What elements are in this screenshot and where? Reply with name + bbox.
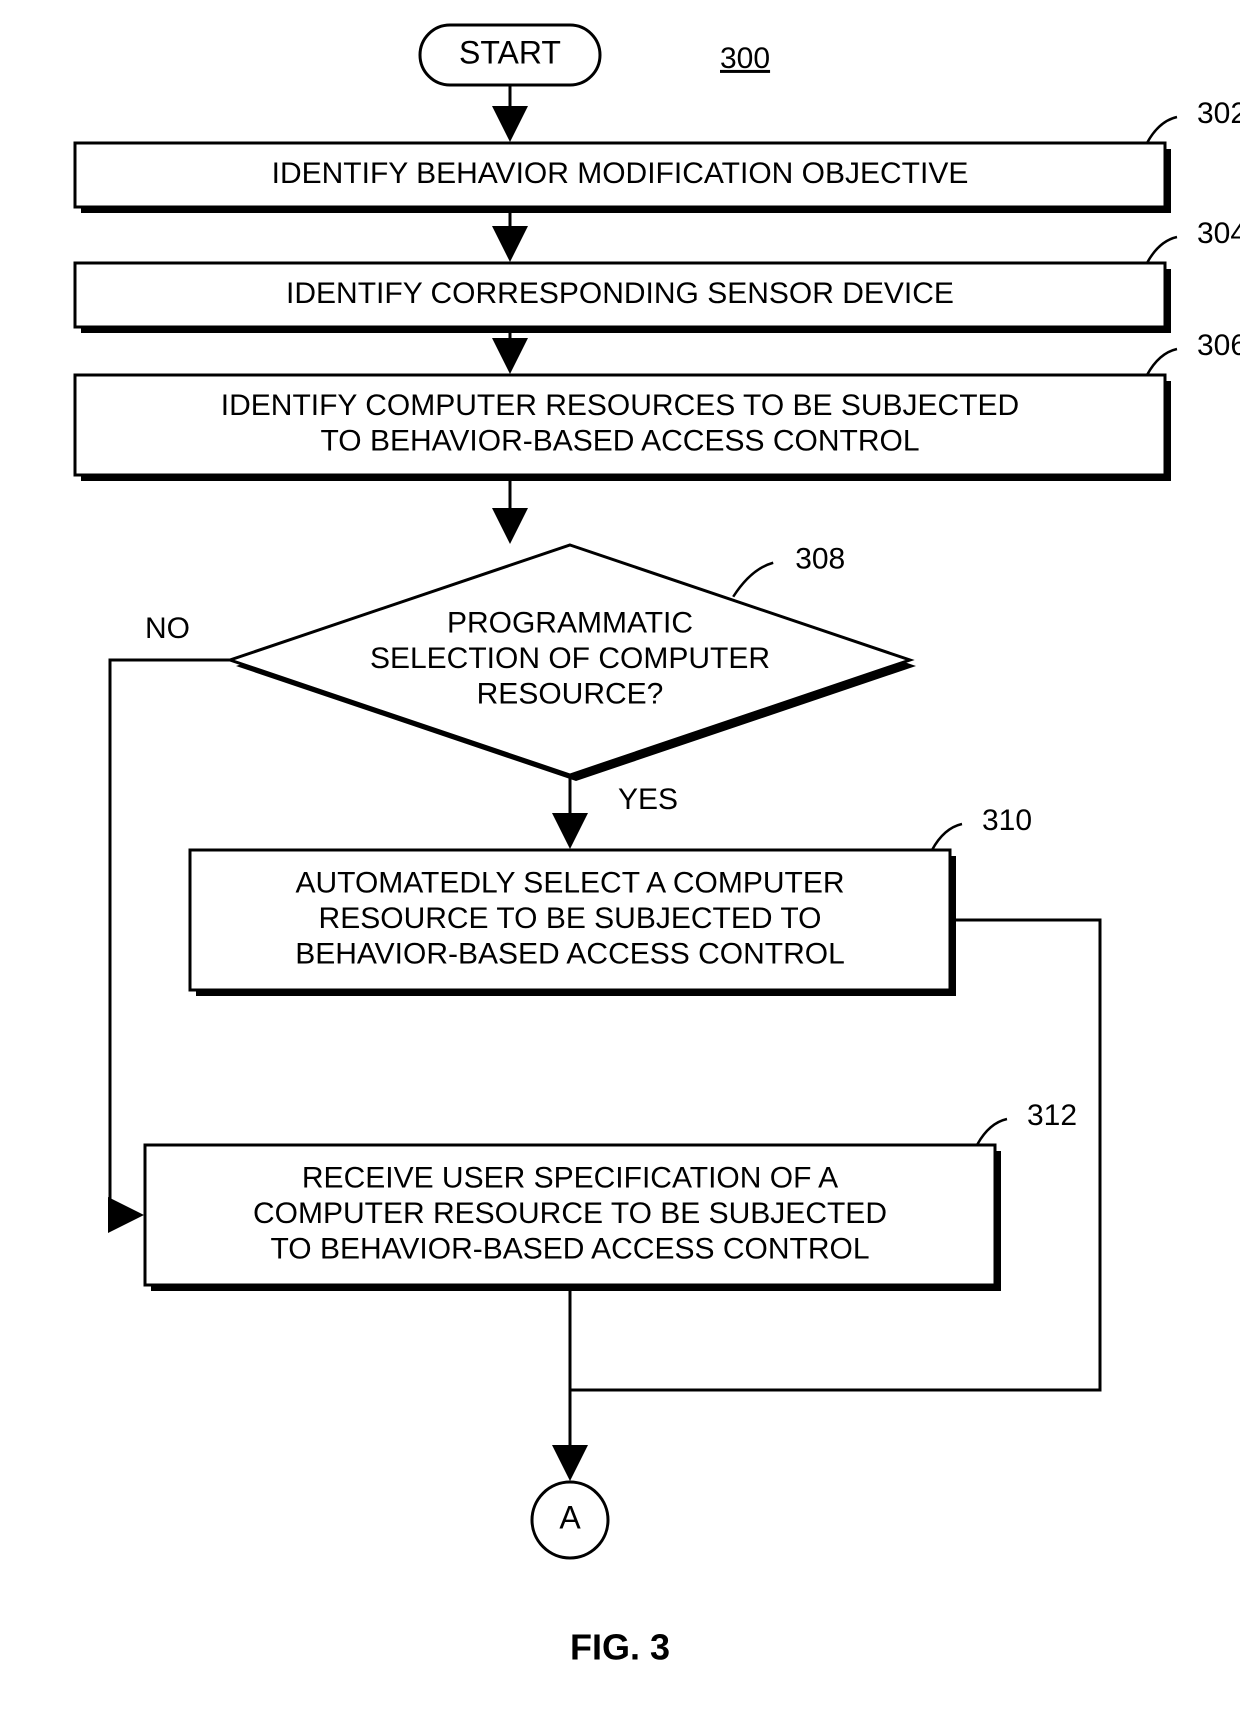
svg-text:COMPUTER RESOURCE TO BE SUBJEC: COMPUTER RESOURCE TO BE SUBJECTED — [253, 1197, 887, 1230]
svg-text:START: START — [459, 34, 561, 70]
svg-text:BEHAVIOR-BASED ACCESS CONTROL: BEHAVIOR-BASED ACCESS CONTROL — [295, 937, 845, 970]
svg-text:312: 312 — [1027, 1099, 1077, 1132]
svg-text:TO BEHAVIOR-BASED ACCESS CONTR: TO BEHAVIOR-BASED ACCESS CONTROL — [320, 425, 919, 458]
svg-text:IDENTIFY BEHAVIOR MODIFICATION: IDENTIFY BEHAVIOR MODIFICATION OBJECTIVE — [272, 157, 969, 190]
svg-text:TO BEHAVIOR-BASED ACCESS CONTR: TO BEHAVIOR-BASED ACCESS CONTROL — [270, 1232, 869, 1265]
svg-text:FIG. 3: FIG. 3 — [570, 1627, 670, 1668]
svg-text:A: A — [559, 1499, 581, 1535]
flowchart-diagram: START IDENTIFY BEHAVIOR MODIFICATION OBJE… — [0, 0, 1240, 1710]
svg-text:310: 310 — [982, 804, 1032, 837]
svg-text:RESOURCE?: RESOURCE? — [477, 677, 664, 710]
svg-text:306: 306 — [1197, 329, 1240, 362]
svg-text:NO: NO — [145, 612, 190, 645]
svg-text:RESOURCE TO BE SUBJECTED TO: RESOURCE TO BE SUBJECTED TO — [319, 902, 822, 935]
svg-text:302: 302 — [1197, 97, 1240, 130]
svg-text:300: 300 — [720, 42, 770, 75]
svg-text:AUTOMATEDLY SELECT A COMPUTER: AUTOMATEDLY SELECT A COMPUTER — [295, 867, 844, 900]
svg-text:YES: YES — [618, 783, 678, 816]
svg-text:PROGRAMMATIC: PROGRAMMATIC — [447, 607, 693, 640]
svg-text:304: 304 — [1197, 217, 1240, 250]
svg-text:IDENTIFY CORRESPONDING SENSOR: IDENTIFY CORRESPONDING SENSOR DEVICE — [286, 277, 954, 310]
svg-text:SELECTION OF COMPUTER: SELECTION OF COMPUTER — [370, 642, 770, 675]
svg-text:308: 308 — [795, 543, 845, 576]
svg-text:IDENTIFY COMPUTER RESOURCES TO: IDENTIFY COMPUTER RESOURCES TO BE SUBJEC… — [221, 389, 1019, 422]
svg-text:RECEIVE USER SPECIFICATION OF: RECEIVE USER SPECIFICATION OF A — [302, 1162, 838, 1195]
